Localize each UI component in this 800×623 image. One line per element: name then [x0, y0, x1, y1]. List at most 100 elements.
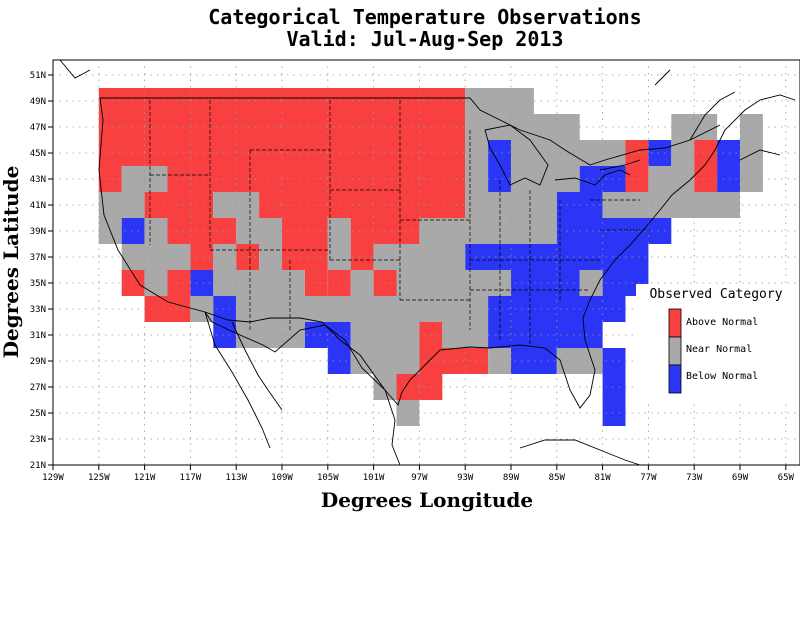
plot-area: 129W 125W 121W 117W 113W 109W 105W 101W 97W 93W 89…	[30, 59, 800, 483]
cell-above-normal	[419, 348, 489, 374]
cell-near-normal	[259, 244, 282, 270]
x-tick-label: 65W	[778, 473, 795, 483]
x-tick-label: 97W	[411, 473, 428, 483]
cell-above-normal	[625, 166, 649, 192]
x-tick-label: 105W	[317, 473, 339, 483]
legend-label-near: Near Normal	[686, 344, 752, 355]
legend-swatch-above	[668, 308, 682, 338]
y-tick-labels: 21N 23N 25N 27N 29N 31N 33N 35N 37N 39N 41N 43N 45N 4…	[30, 71, 53, 471]
x-tick-label: 129W	[42, 473, 64, 483]
x-tick-label: 121W	[134, 473, 156, 483]
x-tick-label: 109W	[271, 473, 293, 483]
cell-above-normal	[396, 374, 443, 400]
cell-near-normal	[648, 192, 740, 218]
chart-title-line1: Categorical Temperature Observations	[208, 5, 641, 29]
x-tick-label: 69W	[732, 473, 749, 483]
cell-above-normal	[167, 270, 191, 296]
cell-near-normal	[419, 218, 557, 244]
x-tick-label: 117W	[180, 473, 202, 483]
cell-above-normal	[694, 166, 718, 192]
cell-above-normal	[144, 296, 191, 322]
cell-above-normal	[167, 218, 237, 244]
canada-islands-icon	[59, 59, 796, 161]
geographic-borders	[59, 59, 796, 466]
cell-near-normal	[350, 270, 374, 296]
cell-near-normal	[213, 270, 305, 296]
cell-near-normal	[740, 166, 763, 192]
y-tick-label: 21N	[30, 461, 46, 471]
x-tick-label: 93W	[457, 473, 474, 483]
y-tick-label: 29N	[30, 357, 46, 367]
us-coastline-icon	[98, 97, 726, 409]
cell-near-normal	[236, 322, 305, 348]
cell-below-normal	[602, 348, 626, 374]
cell-below-normal	[648, 140, 672, 166]
y-tick-label: 37N	[30, 253, 46, 263]
y-tick-label: 35N	[30, 279, 46, 289]
baja-coast-icon	[204, 311, 283, 449]
legend: Observed Category Above Normal Near Norm…	[636, 284, 798, 400]
legend-label-above: Above Normal	[686, 317, 758, 328]
cell-above-normal	[236, 244, 260, 270]
cell-below-normal	[304, 322, 351, 348]
x-tick-label: 73W	[686, 473, 703, 483]
cell-below-normal	[602, 400, 626, 426]
y-tick-label: 27N	[30, 383, 46, 393]
y-tick-label: 39N	[30, 227, 46, 237]
cell-above-normal	[167, 166, 466, 192]
cell-above-normal	[190, 244, 214, 270]
cell-below-normal	[213, 296, 237, 322]
cell-below-normal	[717, 140, 740, 166]
cell-near-normal	[144, 218, 168, 244]
gridlines	[53, 60, 800, 465]
x-tick-label: 125W	[88, 473, 110, 483]
x-tick-labels: 129W 125W 121W 117W 113W 109W 105W 101W 97W 93W 89…	[42, 465, 795, 483]
legend-label-below: Below Normal	[686, 371, 758, 382]
mexico-border-icon	[204, 311, 386, 391]
cell-below-normal	[488, 140, 511, 166]
cuba-icon	[519, 439, 641, 466]
cell-near-normal	[396, 400, 420, 426]
x-tick-label: 81W	[594, 473, 611, 483]
cell-below-normal	[465, 244, 649, 270]
y-tick-label: 45N	[30, 149, 46, 159]
cell-near-normal	[671, 114, 718, 140]
great-lakes-icon	[484, 124, 641, 186]
cell-above-normal	[350, 244, 374, 270]
cell-above-normal	[144, 192, 214, 218]
cell-near-normal	[373, 244, 466, 270]
cell-near-normal	[442, 322, 489, 348]
cell-above-normal	[121, 270, 145, 296]
cell-below-normal	[488, 166, 511, 192]
cell-above-normal	[98, 166, 122, 192]
y-tick-label: 49N	[30, 97, 46, 107]
cell-below-normal	[190, 270, 214, 296]
state-lines-icon	[149, 100, 650, 345]
cell-below-normal	[511, 348, 557, 374]
cell-near-normal	[213, 244, 237, 270]
cell-below-normal	[602, 374, 626, 400]
legend-background	[636, 284, 798, 400]
chart-title-line2: Valid: Jul-Aug-Sep 2013	[287, 27, 564, 51]
y-tick-label: 33N	[30, 305, 46, 315]
x-tick-label: 101W	[363, 473, 385, 483]
y-tick-label: 23N	[30, 435, 46, 445]
y-tick-label: 31N	[30, 331, 46, 341]
legend-swatch-near	[668, 336, 682, 366]
y-tick-label: 43N	[30, 175, 46, 185]
cell-near-normal	[465, 192, 557, 218]
y-tick-label: 41N	[30, 201, 46, 211]
x-tick-label: 85W	[549, 473, 566, 483]
cell-below-normal	[488, 296, 626, 322]
y-axis-title: Degrees Latitude	[0, 166, 23, 359]
legend-swatch-below	[668, 364, 682, 394]
cell-near-normal	[396, 270, 511, 296]
cell-near-normal	[579, 270, 603, 296]
cell-near-normal	[740, 140, 763, 166]
cell-near-normal	[121, 244, 191, 270]
cell-below-normal	[488, 322, 603, 348]
cell-below-normal	[717, 166, 740, 192]
cell-below-normal	[121, 218, 145, 244]
